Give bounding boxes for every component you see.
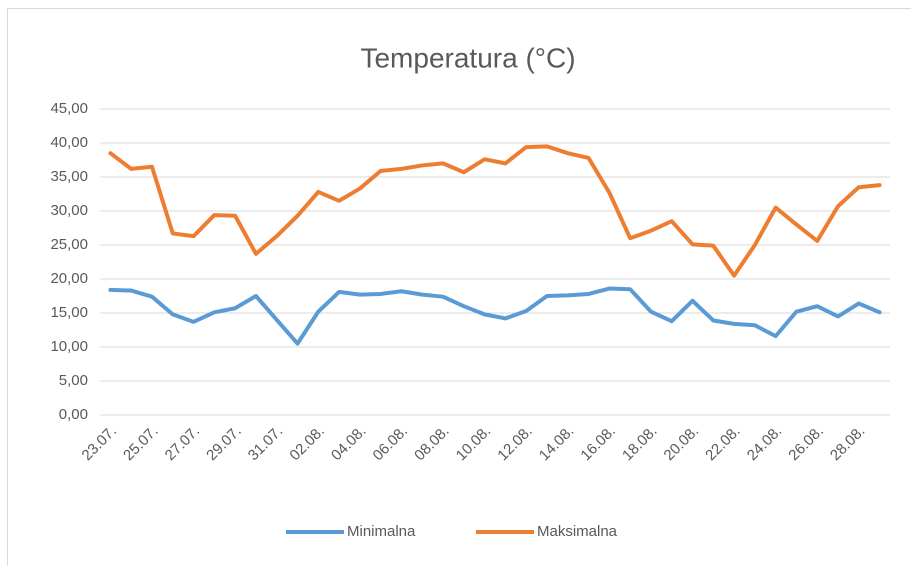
legend-label: Minimalna [347, 523, 416, 540]
y-tick-label: 10,00 [50, 338, 88, 355]
legend-label: Maksimalna [537, 523, 618, 540]
series-line [108, 144, 882, 278]
series-line [108, 286, 882, 346]
y-tick-label: 45,00 [50, 100, 88, 117]
y-tick-label: 15,00 [50, 304, 88, 321]
y-tick-label: 20,00 [50, 270, 88, 287]
y-tick-label: 30,00 [50, 202, 88, 219]
y-tick-label: 5,00 [59, 372, 88, 389]
y-tick-label: 35,00 [50, 168, 88, 185]
chart-border [7, 8, 911, 566]
y-tick-label: 0,00 [59, 406, 88, 423]
y-tick-label: 25,00 [50, 236, 88, 253]
chart-title: Temperatura (°C) [360, 42, 575, 73]
y-tick-label: 40,00 [50, 134, 88, 151]
